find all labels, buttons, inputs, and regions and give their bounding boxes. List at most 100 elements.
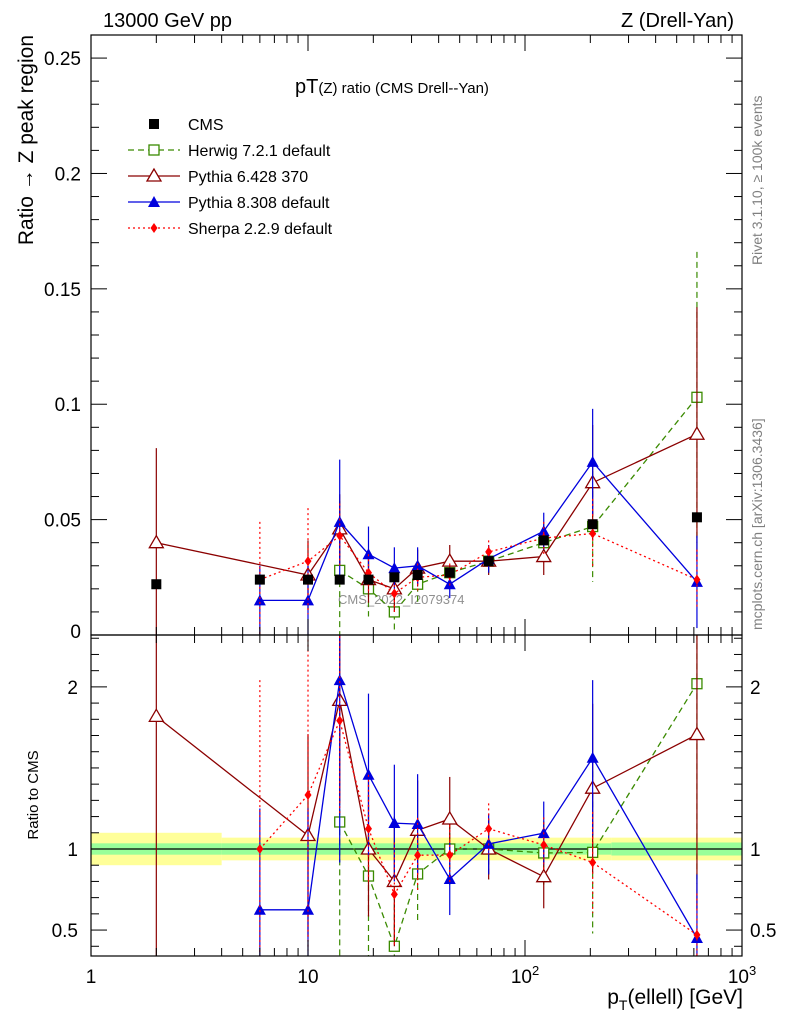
data-point [691,512,702,523]
series-line [339,683,698,949]
data-point [304,556,312,567]
data-point [688,425,706,440]
series-ratio-2 [253,635,703,956]
series-line [259,532,698,595]
data-point [148,534,165,549]
data-point [304,789,312,800]
legend-marker [150,223,158,233]
data-point [587,519,598,530]
top-y-axis-label: Ratio → Z peak region [15,35,38,245]
legend-label: Pythia 8.308 default [188,195,330,212]
data-point [688,726,706,741]
analysis-watermark: CMS_2022_I2079374 [338,592,465,607]
bottom-y-axis-ticks: 0.5 0.5 1 1 2 2 [52,637,776,947]
header-right: Z (Drell-Yan) [621,10,734,32]
series-line [156,433,698,590]
series-line [339,396,698,613]
y-tick-label: 0.05 [44,511,81,532]
mcplots-note: mcplots.cern.ch [arXiv:1306.3436] [749,418,765,630]
legend-marker [149,119,159,129]
legend-item: Herwig 7.2.1 default [128,143,331,160]
x-tick-label: 10 [297,967,318,988]
series-top-2 [253,408,703,635]
data-point [540,840,548,851]
legend-label: Pythia 6.428 370 [188,169,308,186]
data-point [693,929,701,940]
data-point [336,715,344,726]
y-tick-label-right: 1 [750,840,761,861]
data-point [444,567,455,578]
data-point [586,455,599,467]
data-point [589,857,597,868]
y-tick-label: 2 [67,678,78,699]
series-top-1 [148,307,706,635]
data-point [414,850,422,861]
data-point [586,751,599,763]
bottom-series-layer [148,635,706,956]
data-point [303,574,313,585]
y-tick-label-right: 2 [750,678,761,699]
data-point [333,674,346,686]
series-line [259,679,698,939]
data-point [441,552,458,567]
legend-item: Sherpa 2.2.9 default [128,221,333,238]
data-point [253,594,266,606]
data-point [364,823,372,834]
x-axis-ticks: 1 10 102 103 [86,35,756,988]
data-point [535,868,552,883]
series-top-3 [256,498,701,635]
series-ratio-1 [148,635,706,956]
data-point [483,556,494,567]
data-point [388,817,401,829]
legend-label: CMS [188,117,224,134]
data-point [390,588,398,599]
x-tick-label: 1 [86,967,97,988]
data-point [485,823,493,834]
data-point [589,528,597,539]
y-tick-label: 1 [67,840,78,861]
data-point [362,768,375,780]
top-series-layer [148,251,706,635]
data-point [253,903,266,915]
data-point [254,574,265,585]
y-tick-label: 0.25 [44,49,81,70]
data-point [535,548,552,563]
data-point [334,574,345,585]
bottom-y-axis-label: Ratio to CMS [25,750,42,839]
legend-label: Herwig 7.2.1 default [188,143,331,160]
data-point [412,570,423,580]
header-left: 13000 GeV pp [103,10,232,32]
legend-item: Pythia 6.428 370 [128,167,308,186]
data-point [390,889,398,900]
data-point [388,562,401,574]
data-point [256,844,264,854]
y-tick-label-right: 0.5 [750,921,776,942]
y-tick-label: 0.2 [55,164,81,185]
data-point [302,903,314,915]
data-point [148,708,165,723]
data-point [333,515,346,527]
data-point [363,574,374,585]
data-point [151,579,162,590]
series-line [259,460,698,602]
series-data [151,512,702,590]
y-tick-label: 0.5 [52,921,78,942]
legend-item: CMS [149,117,224,134]
data-point [538,535,549,546]
plot-title: pT(Z) ratio (CMS Drell--Yan) [295,76,489,98]
data-point [362,548,375,560]
data-point [389,572,400,583]
data-point [446,850,454,861]
data-point [336,530,344,541]
legend-marker [145,167,163,182]
data-point [443,873,456,885]
y-tick-label: 0.1 [55,395,81,416]
data-point [485,546,493,557]
data-point [693,574,701,585]
x-tick-label: 103 [728,963,756,988]
data-point [537,525,550,537]
y-tick-label: 0.15 [44,280,81,301]
legend: CMS Herwig 7.2.1 default Pythia 6.428 370 P… [128,117,333,238]
rivet-version-note: Rivet 3.1.10, ≥ 100k events [749,95,765,265]
